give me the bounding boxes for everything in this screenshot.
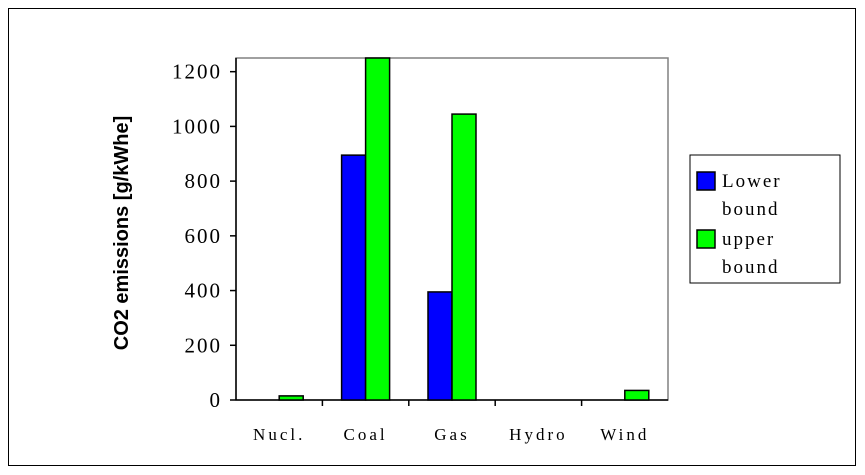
x-tick-label: Coal [344, 425, 388, 444]
bar-upper-bound-coal [364, 57, 391, 401]
legend-label: bound [722, 199, 780, 220]
y-tick-label: 1000 [172, 114, 222, 138]
y-tick-label: 400 [185, 279, 223, 303]
y-tick-label: 200 [185, 333, 223, 357]
bar-lower-bound-coal [340, 154, 367, 401]
bar-upper-bound-nucl [278, 395, 304, 401]
y-axis-label: CO2 emissions [g/kWhe] [111, 116, 133, 351]
y-tick-label: 800 [185, 169, 223, 193]
bar-upper-bound-wind [624, 389, 650, 401]
x-tick-label: Hydro [509, 425, 567, 444]
y-tick-label: 600 [185, 224, 223, 248]
x-tick-label: Nucl. [253, 425, 305, 444]
legend: Lower bound upper bound [689, 154, 841, 284]
y-tick-label: 0 [210, 388, 223, 412]
legend-label: upper [722, 229, 775, 250]
plot-area: 0 200 400 600 800 1000 1200 Nucl. Coal Gas Hydro Wi… [172, 57, 669, 444]
bar-lower-bound-gas [427, 291, 453, 401]
legend-label: bound [722, 257, 780, 278]
legend-swatch [696, 229, 716, 249]
bar-upper-bound-gas [451, 113, 477, 401]
x-tick-label: Gas [434, 425, 469, 444]
y-tick-label: 1200 [172, 60, 222, 84]
legend-label: Lower [722, 171, 782, 192]
legend-swatch [696, 171, 716, 191]
x-tick-label: Wind [600, 425, 649, 444]
